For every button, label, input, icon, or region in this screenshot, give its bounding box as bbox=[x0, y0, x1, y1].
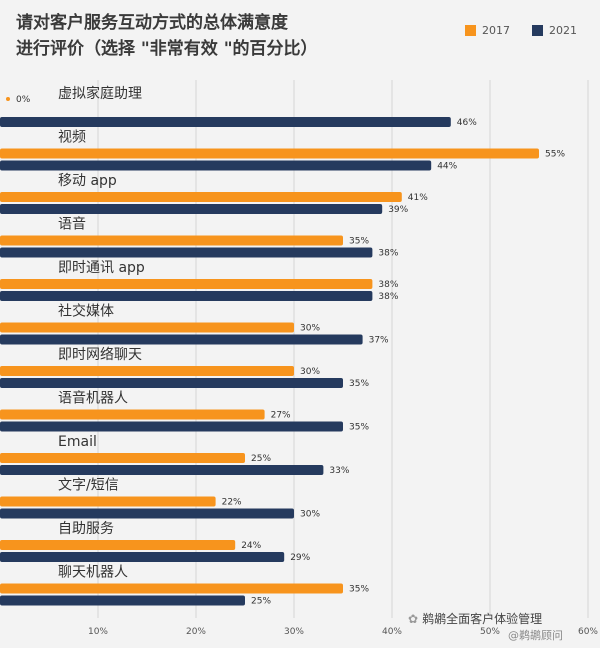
bar-2021 bbox=[0, 552, 285, 562]
bar-2021 bbox=[0, 204, 383, 214]
data-label: 22% bbox=[222, 498, 242, 508]
data-label: 38% bbox=[378, 280, 398, 290]
data-label: 35% bbox=[349, 379, 369, 389]
category-label: 聊天机器人 bbox=[58, 565, 128, 581]
category-label: 即时通讯 app bbox=[58, 260, 145, 276]
watermark: ✿ 鹈鹕全面客户体验管理 bbox=[408, 610, 542, 627]
x-tick-label: 50% bbox=[480, 627, 500, 637]
data-label: 0% bbox=[16, 95, 31, 105]
category-label: 社交媒体 bbox=[58, 303, 114, 320]
data-label: 35% bbox=[349, 585, 369, 595]
bar-2017 bbox=[0, 540, 236, 550]
category-label: 语音机器人 bbox=[58, 390, 128, 407]
chart-title-line1: 请对客户服务互动方式的总体满意度 bbox=[16, 13, 288, 33]
data-label: 38% bbox=[378, 292, 398, 302]
legend-label-2017: 2017 bbox=[482, 24, 510, 37]
data-label: 25% bbox=[251, 454, 271, 464]
bar-2021 bbox=[0, 334, 363, 345]
bar-2017 bbox=[0, 235, 343, 246]
category-label: 移动 app bbox=[58, 173, 117, 189]
bar-2021 bbox=[0, 247, 373, 258]
bar-2017 bbox=[0, 192, 402, 202]
x-tick-label: 40% bbox=[382, 627, 402, 637]
data-label: 35% bbox=[349, 237, 369, 247]
data-label: 33% bbox=[329, 466, 349, 476]
legend-swatch-2021 bbox=[532, 25, 543, 36]
bar-2017 bbox=[0, 366, 294, 376]
legend-item-2017: 2017 bbox=[465, 24, 510, 37]
wechat-icon: ✿ bbox=[408, 612, 419, 626]
category-label: 视频 bbox=[58, 130, 86, 146]
x-tick-label: 30% bbox=[284, 627, 304, 637]
legend-item-2021: 2021 bbox=[532, 24, 577, 37]
data-label: 44% bbox=[437, 162, 457, 172]
legend-label-2021: 2021 bbox=[549, 24, 577, 37]
bar-2017 bbox=[0, 148, 539, 159]
data-label: 55% bbox=[545, 150, 565, 160]
category-label: 自助服务 bbox=[58, 521, 114, 537]
data-label: 30% bbox=[300, 510, 320, 520]
data-label: 24% bbox=[241, 541, 261, 551]
chart-title: 请对客户服务互动方式的总体满意度 进行评价（选择 "非常有效 "的百分比） bbox=[16, 10, 436, 62]
category-label: 语音 bbox=[58, 216, 86, 233]
data-label: 25% bbox=[251, 597, 271, 607]
bar-2017 bbox=[0, 496, 216, 507]
bar-2021 bbox=[0, 421, 343, 432]
x-tick-label: 60% bbox=[578, 627, 598, 637]
data-label: 37% bbox=[369, 336, 389, 346]
bar-2021 bbox=[0, 117, 451, 127]
bar-2017 bbox=[0, 409, 265, 420]
data-label: 38% bbox=[378, 249, 398, 259]
data-label: 27% bbox=[271, 411, 291, 421]
watermark-handle: @鹈鹕顾问 bbox=[508, 629, 563, 642]
category-label: Email bbox=[58, 434, 97, 450]
watermark-account: 鹈鹕全面客户体验管理 bbox=[422, 612, 543, 626]
category-label: 虚拟家庭助理 bbox=[58, 85, 142, 102]
data-label: 41% bbox=[408, 193, 428, 203]
data-label: 35% bbox=[349, 423, 369, 433]
bar-2017 bbox=[0, 583, 343, 594]
category-label: 即时网络聊天 bbox=[58, 347, 142, 363]
category-label: 文字/短信 bbox=[58, 478, 119, 494]
bar-2021 bbox=[0, 160, 432, 171]
bar-2017 bbox=[6, 97, 10, 101]
data-label: 46% bbox=[457, 118, 477, 128]
legend-swatch-2017 bbox=[465, 25, 476, 36]
bar-2021 bbox=[0, 378, 343, 388]
bar-2017 bbox=[0, 279, 373, 289]
data-label: 29% bbox=[290, 553, 310, 563]
chart-title-line2: 进行评价（选择 "非常有效 "的百分比） bbox=[16, 39, 318, 59]
bar-2021 bbox=[0, 291, 373, 301]
bar-2017 bbox=[0, 322, 294, 333]
legend: 2017 2021 bbox=[465, 24, 591, 37]
x-tick-label: 20% bbox=[186, 627, 206, 637]
data-label: 39% bbox=[388, 205, 408, 215]
bar-2021 bbox=[0, 465, 324, 475]
data-label: 30% bbox=[300, 367, 320, 377]
bar-2021 bbox=[0, 595, 245, 606]
data-label: 30% bbox=[300, 324, 320, 334]
bar-2021 bbox=[0, 508, 294, 519]
bar-2017 bbox=[0, 453, 245, 463]
x-tick-label: 10% bbox=[88, 627, 108, 637]
